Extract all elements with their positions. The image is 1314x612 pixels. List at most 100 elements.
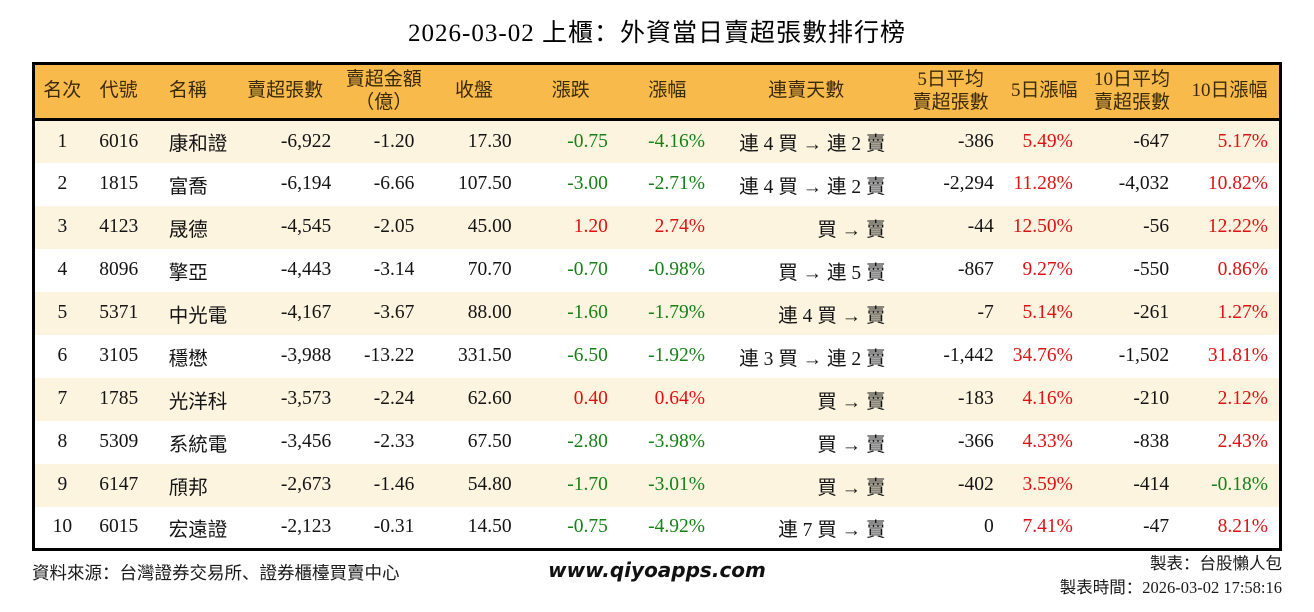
cell-rank: 10 xyxy=(33,506,90,550)
cell-pct10: 5.17% xyxy=(1180,119,1281,163)
cell-change: -6.50 xyxy=(522,334,619,378)
cell-streak: 買 → 賣 xyxy=(716,420,897,464)
cell-sell_amount: -3.14 xyxy=(342,248,426,292)
cell-code: 6016 xyxy=(89,119,148,163)
cell-change_pct: -4.16% xyxy=(618,119,717,163)
cell-sell_volume: -3,456 xyxy=(227,420,343,464)
cell-streak: 連 4 買 → 連 2 賣 xyxy=(716,119,897,163)
cell-code: 5309 xyxy=(89,420,148,464)
cell-name: 康和證 xyxy=(147,119,228,163)
cell-sell_volume: -2,673 xyxy=(227,463,343,507)
cell-close: 70.70 xyxy=(425,248,523,292)
cell-code: 3105 xyxy=(89,334,148,378)
cell-name: 晟德 xyxy=(147,205,228,249)
cell-code: 6147 xyxy=(89,463,148,507)
cell-rank: 4 xyxy=(33,248,90,292)
cell-avg5_sell: -1,442 xyxy=(896,334,1005,378)
cell-sell_amount: -1.20 xyxy=(342,119,426,163)
cell-avg10_sell: -647 xyxy=(1083,119,1181,163)
cell-streak: 連 7 買 → 賣 xyxy=(716,506,897,550)
cell-change: 1.20 xyxy=(522,205,619,249)
cell-pct10: 8.21% xyxy=(1180,506,1281,550)
cell-streak: 連 4 買 → 連 2 賣 xyxy=(716,162,897,206)
header-row: 名次 代號 名稱 賣超張數 賣超金額 （億） 收盤 漲跌 漲幅 連賣天數 5日平均 賣超張數 5日漲… xyxy=(33,63,1281,121)
cell-pct10: 2.43% xyxy=(1180,420,1281,464)
cell-sell_volume: -2,123 xyxy=(227,506,343,550)
cell-sell_amount: -0.31 xyxy=(342,506,426,550)
timestamp-label: 製表時間：2026-03-02 17:58:16 xyxy=(1059,577,1282,597)
cell-rank: 6 xyxy=(33,334,90,378)
cell-avg5_sell: -402 xyxy=(896,463,1005,507)
cell-name: 宏遠證 xyxy=(147,506,228,550)
cell-change: 0.40 xyxy=(522,377,619,421)
cell-pct5: 11.28% xyxy=(1004,162,1084,206)
cell-pct5: 4.16% xyxy=(1004,377,1084,421)
cell-name: 系統電 xyxy=(147,420,228,464)
cell-avg5_sell: 0 xyxy=(896,506,1005,550)
cell-avg10_sell: -550 xyxy=(1083,248,1181,292)
cell-streak: 買 → 賣 xyxy=(716,377,897,421)
table-body: 1 6016 康和證 -6,922 -1.20 17.30 -0.75 -4.16% 連 4 買… xyxy=(33,119,1281,550)
table-row: 7 1785 光洋科 -3,573 -2.24 62.60 0.40 0.64% 買 → 賣 -1… xyxy=(33,377,1281,421)
table-row: 5 5371 中光電 -4,167 -3.67 88.00 -1.60 -1.79% 連 4 買… xyxy=(33,291,1281,335)
cell-pct5: 3.59% xyxy=(1004,463,1084,507)
cell-change_pct: -2.71% xyxy=(618,162,717,206)
cell-sell_amount: -1.46 xyxy=(342,463,426,507)
table-row: 2 1815 富喬 -6,194 -6.66 107.50 -3.00 -2.71% 連 4 買… xyxy=(33,162,1281,206)
cell-avg5_sell: -7 xyxy=(896,291,1005,335)
cell-name: 擎亞 xyxy=(147,248,228,292)
cell-close: 88.00 xyxy=(425,291,523,335)
cell-pct10: 31.81% xyxy=(1180,334,1281,378)
cell-pct10: 2.12% xyxy=(1180,377,1281,421)
cell-sell_volume: -6,194 xyxy=(227,162,343,206)
cell-sell_amount: -2.05 xyxy=(342,205,426,249)
table-row: 8 5309 系統電 -3,456 -2.33 67.50 -2.80 -3.98% 買 → 賣… xyxy=(33,420,1281,464)
cell-pct5: 5.49% xyxy=(1004,119,1084,163)
table-row: 9 6147 頎邦 -2,673 -1.46 54.80 -1.70 -3.01% 買 → 賣-… xyxy=(33,463,1281,507)
col-header-avg5_sell: 5日平均 賣超張數 xyxy=(896,63,1005,121)
cell-streak: 買 → 賣 xyxy=(716,205,897,249)
cell-avg5_sell: -867 xyxy=(896,248,1005,292)
cell-change_pct: -3.98% xyxy=(618,420,717,464)
cell-rank: 7 xyxy=(33,377,90,421)
table-row: 4 8096 擎亞 -4,443 -3.14 70.70 -0.70 -0.98% 買 → 連 … xyxy=(33,248,1281,292)
cell-code: 1785 xyxy=(89,377,148,421)
cell-sell_volume: -3,988 xyxy=(227,334,343,378)
cell-code: 8096 xyxy=(89,248,148,292)
cell-sell_amount: -2.33 xyxy=(342,420,426,464)
cell-sell_volume: -4,167 xyxy=(227,291,343,335)
cell-streak: 連 4 買 → 賣 xyxy=(716,291,897,335)
cell-streak: 買 → 連 5 賣 xyxy=(716,248,897,292)
cell-pct5: 4.33% xyxy=(1004,420,1084,464)
credits-block: 製表：台股懶人包 製表時間：2026-03-02 17:58:16 xyxy=(1060,552,1282,600)
website-label: www.qiyoapps.com xyxy=(548,558,766,582)
cell-avg10_sell: -414 xyxy=(1083,463,1181,507)
table-row: 10 6015 宏遠證 -2,123 -0.31 14.50 -0.75 -4.92% 連 7 … xyxy=(33,506,1281,550)
cell-change: -2.80 xyxy=(522,420,619,464)
cell-close: 62.60 xyxy=(425,377,523,421)
cell-code: 1815 xyxy=(89,162,148,206)
cell-change: -1.60 xyxy=(522,291,619,335)
data-source-note: 資料來源：台灣證券交易所、證券櫃檯買賣中心 xyxy=(32,563,400,583)
cell-close: 331.50 xyxy=(425,334,523,378)
cell-pct5: 12.50% xyxy=(1004,205,1084,249)
cell-name: 富喬 xyxy=(147,162,228,206)
maker-label: 製表：台股懶人包 xyxy=(1150,554,1282,573)
cell-code: 4123 xyxy=(89,205,148,249)
cell-rank: 8 xyxy=(33,420,90,464)
cell-rank: 3 xyxy=(33,205,90,249)
col-header-code: 代號 xyxy=(89,63,148,121)
col-header-rank: 名次 xyxy=(33,63,90,121)
col-header-sell_amount: 賣超金額 （億） xyxy=(342,63,426,121)
cell-sell_volume: -3,573 xyxy=(227,377,343,421)
cell-close: 54.80 xyxy=(425,463,523,507)
cell-avg10_sell: -47 xyxy=(1083,506,1181,550)
page-title: 2026-03-02 上櫃：外資當日賣超張數排行榜 xyxy=(408,20,906,47)
cell-avg5_sell: -366 xyxy=(896,420,1005,464)
cell-sell_volume: -6,922 xyxy=(227,119,343,163)
cell-pct5: 34.76% xyxy=(1004,334,1084,378)
cell-avg5_sell: -44 xyxy=(896,205,1005,249)
cell-avg10_sell: -4,032 xyxy=(1083,162,1181,206)
cell-sell_volume: -4,545 xyxy=(227,205,343,249)
